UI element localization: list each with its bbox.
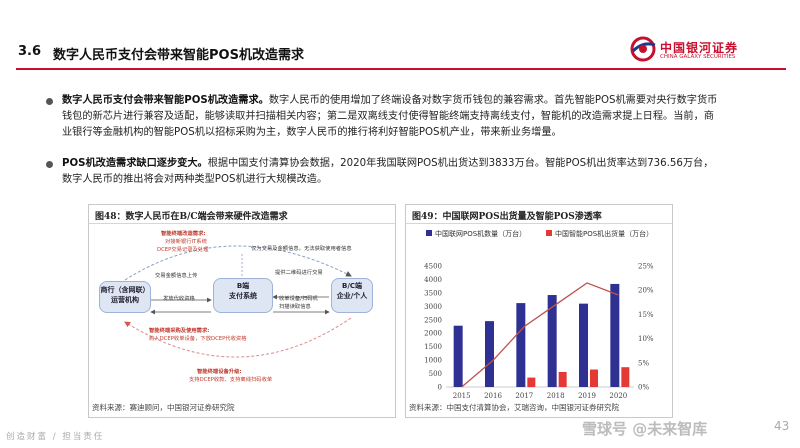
slide-header: 3.6 数字人民币支付会带来智能POS机改造需求 中国银河证券 CHINA GA…	[0, 0, 800, 78]
legend-swatch	[426, 230, 432, 236]
bar-smart-pos	[590, 369, 598, 387]
bar-pos-count	[485, 321, 494, 387]
y-right-tick-label: 20%	[638, 287, 654, 295]
box-c-label: B/C端 企业/个人	[336, 282, 368, 300]
bar-pos-count	[610, 283, 620, 387]
figure-source: 资料来源：赛迪顾问，中国银河证券研究院	[92, 403, 235, 412]
pos-shipment-chart: 中国联网POS机数量（万台） 中国智能POS机出货量（万台） 0 500 1000 150…	[424, 229, 654, 400]
x-tick-label: 2016	[484, 392, 502, 400]
figure-pos-shipments: 图49：中国联网POS出货量及智能POS渗透率 中国联网POS机数量（万台） 中国…	[405, 204, 673, 418]
y-left-tick-label: 500	[429, 370, 442, 378]
figure-divider	[406, 223, 672, 224]
bullet-1-lead: 数字人民币支付会带来智能POS机改造需求。	[62, 95, 269, 106]
bullet-point-2: POS机改造需求缺口逐步变大。根据中国支付清算协会数据，2020年我国联网POS…	[46, 156, 722, 188]
y-left-tick-label: 2500	[424, 316, 442, 324]
label-mid-red-2: 购入DCEP收单设备，下放DCEP代收资格	[149, 336, 247, 342]
section-number: 3.6	[18, 44, 42, 59]
y-left-tick-label: 2000	[424, 330, 442, 338]
flow-diagram-arrows	[124, 245, 352, 358]
bullet-dot-icon	[46, 98, 53, 105]
bullet-2-text: 根据中国支付清算协会数据，2020年我国联网POS机出货达到3833万台。智能P…	[62, 158, 714, 185]
label-top-right: 仅为交易及金额信息，无法获取使用者信息	[251, 246, 352, 252]
y-right-tick-label: 25%	[638, 263, 654, 271]
bar-smart-pos	[621, 367, 630, 387]
line-penetration-rate	[461, 282, 619, 388]
figure-divider	[89, 223, 395, 224]
section-title: 数字人民币支付会带来智能POS机改造需求	[53, 48, 304, 63]
label-bottom-red-1: 智能终端设备升级:	[197, 369, 242, 375]
box-b-payment-system: B端 支付系统	[213, 278, 273, 313]
y-right-tick-label: 0%	[638, 384, 649, 392]
label-flow-1: 交易金额信息上传	[155, 273, 198, 279]
x-tick-label: 2020	[609, 392, 627, 400]
legend-swatch	[546, 230, 552, 236]
y-left-tick-label: 3000	[424, 303, 442, 311]
x-tick-label: 2019	[578, 392, 596, 400]
y-right-tick-label: 10%	[638, 335, 654, 343]
logo-text: 中国银河证券	[660, 41, 739, 55]
label-top-red-3: DCEP交易记录及处理	[157, 247, 209, 253]
label-bottom-red-2: 支持DCEP收款、支持离线扫码收单	[189, 377, 273, 383]
company-logo: 中国银河证券 CHINA GALAXY SECURITIES	[630, 36, 790, 66]
y-left-tick-label: 3500	[424, 289, 442, 297]
bullet-1-text: 数字人民币的使用增加了终端设备对数字货币钱包的兼容需求。首先智能POS机需要对央…	[62, 95, 718, 138]
y-left-tick-label: 4000	[424, 276, 442, 284]
bar-pos-count	[453, 325, 463, 387]
x-tick-label: 2017	[515, 392, 533, 400]
box-b-label: B端 支付系统	[229, 282, 257, 300]
label-flow-3: 提供二维码进行交易	[275, 270, 323, 276]
y-left-tick-label: 1500	[424, 343, 442, 351]
label-flow-5: 扫描读取信息	[279, 304, 311, 310]
y-left-tick-label: 0	[438, 384, 442, 392]
figure-hardware-demand: 图48：数字人民币在B/C端会带来硬件改造需求 智能终端改造需求: 对接新银行I…	[88, 204, 396, 418]
y-right-tick-label: 15%	[638, 311, 654, 319]
label-top-red-1: 智能终端改造需求:	[161, 231, 206, 237]
bullet-point-1: 数字人民币支付会带来智能POS机改造需求。数字人民币的使用增加了终端设备对数字货…	[46, 93, 722, 141]
logo-subtitle: CHINA GALAXY SECURITIES	[660, 54, 736, 60]
footer-slogan: 创造财富 / 担当责任	[6, 432, 105, 442]
y-right-tick-label: 5%	[638, 359, 649, 367]
y-left-tick-label: 4500	[424, 263, 442, 271]
bar-pos-count	[516, 303, 526, 387]
header-divider	[16, 68, 786, 70]
galaxy-logo-icon	[630, 36, 656, 62]
bar-pos-count	[547, 295, 557, 387]
bar-smart-pos	[527, 377, 536, 387]
page-number: 43	[774, 419, 790, 433]
label-flow-4: 收单设备/扫码机	[279, 296, 318, 302]
legend-label: 中国智能POS机出货量（万台）	[555, 229, 653, 238]
figure-title: 图48：数字人民币在B/C端会带来硬件改造需求	[95, 212, 288, 222]
bullet-dot-icon	[46, 161, 53, 168]
bullet-2-lead: POS机改造需求缺口逐步变大。	[62, 158, 208, 169]
bar-pos-count	[579, 303, 588, 387]
bar-smart-pos	[558, 371, 567, 387]
figure-title: 图49：中国联网POS出货量及智能POS渗透率	[412, 212, 602, 222]
box-c-enterprise-individual: B/C端 企业/个人	[331, 278, 373, 313]
x-tick-label: 2015	[453, 392, 471, 400]
box-commercial-bank: 商行（含网联）运营机构	[99, 281, 151, 313]
y-left-tick-label: 1000	[424, 357, 442, 365]
label-mid-red-1: 智能终端采购及使用需求:	[149, 328, 210, 334]
figure-source: 资料来源：中国支付清算协会，艾瑞咨询，中国银河证券研究院	[409, 403, 619, 412]
legend-label: 中国联网POS机数量（万台）	[435, 229, 526, 238]
x-tick-label: 2018	[547, 392, 565, 400]
watermark-text: 雪球号 @未来智库	[582, 420, 708, 438]
label-top-red-2: 对接新银行IT系统	[165, 239, 207, 245]
label-flow-2: 发放代收资格	[163, 296, 195, 302]
